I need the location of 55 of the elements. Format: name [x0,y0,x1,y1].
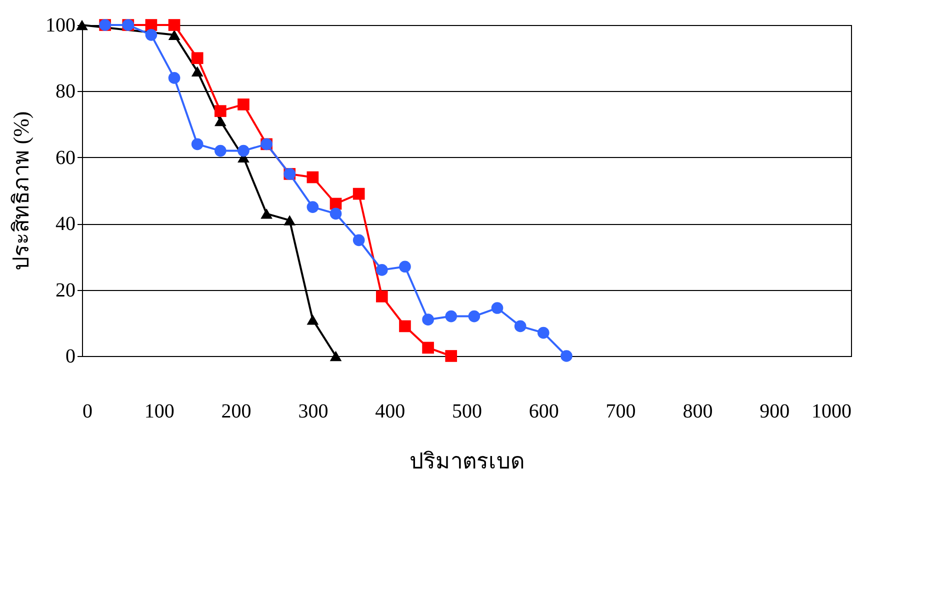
point [514,320,526,332]
point [399,320,411,332]
x-tick-label: 900 [760,400,790,422]
x-tick-label: 800 [682,400,713,422]
point [491,302,504,314]
point [214,105,226,117]
point [168,30,180,40]
x-axis-title: ปริมาตรเบด [410,448,524,474]
x-tick-label: 0 [82,400,92,422]
point [399,260,411,273]
point [168,72,180,84]
point [168,19,180,31]
point [191,66,204,76]
point [238,144,250,157]
point [352,188,365,200]
point [330,208,342,220]
point [145,19,158,31]
x-tick-label: 500 [452,400,482,422]
y-tick-label: 80 [56,80,76,103]
point [191,138,204,150]
point [191,52,204,64]
y-tick-label: 40 [56,213,76,236]
point [445,310,458,322]
y-tick-label: 60 [56,146,76,169]
point [306,314,319,325]
y-tick-label: 0 [66,346,76,368]
point [468,310,480,322]
y-tick-label: 100 [46,14,76,36]
x-tick-label: 700 [606,400,636,422]
point [214,116,226,126]
point [537,326,550,339]
x-tick-label: 1000 [812,400,852,422]
point [560,350,572,362]
point [422,314,434,326]
point [422,342,434,354]
point [76,20,88,30]
point [445,350,458,362]
point [376,290,388,302]
point [306,171,319,184]
point [260,208,272,219]
x-tick-label: 200 [221,400,252,422]
point [214,144,226,157]
point [376,264,388,276]
point [352,234,365,246]
x-tick-label: 400 [375,400,406,422]
x-tick-label: 100 [144,400,174,422]
point [145,29,158,41]
y-tick-label: 20 [56,279,76,302]
point [238,98,250,110]
x-tick-label: 600 [528,400,559,422]
y-axis-title: ประสิทธิภาพ (%) [8,111,34,271]
x-tick-label: 300 [298,400,328,422]
point [330,350,342,362]
point [306,201,319,213]
point [284,215,296,226]
